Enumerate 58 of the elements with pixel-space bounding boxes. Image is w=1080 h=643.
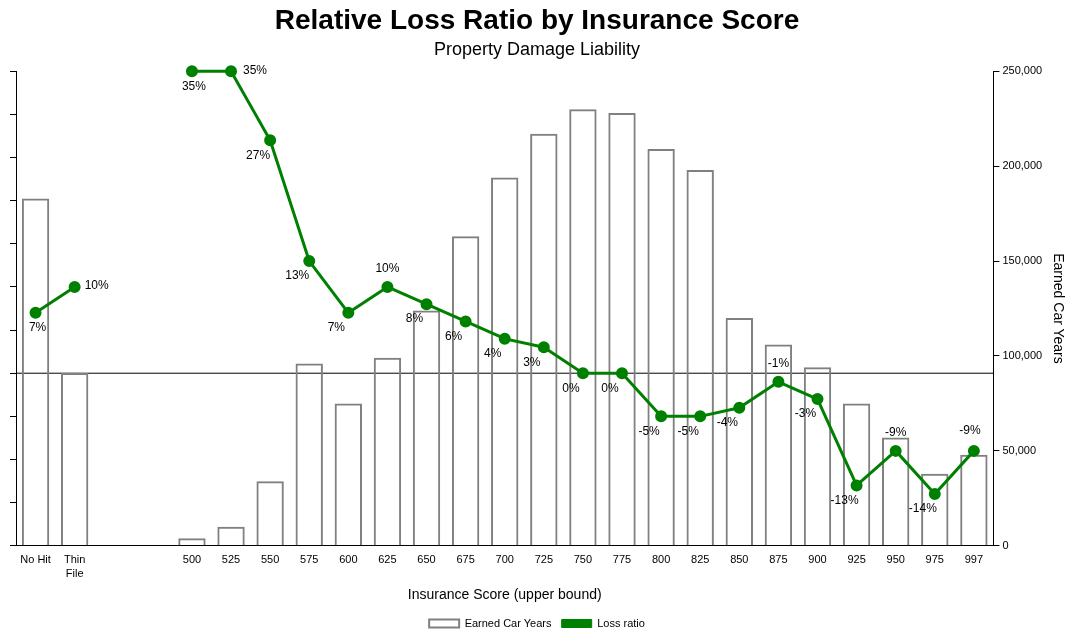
data-label: -5% [677, 423, 700, 438]
x-tick-label: 675 [456, 553, 475, 566]
x-tick-label: 525 [221, 553, 241, 566]
x-tick-label: 550 [260, 553, 280, 566]
y2-tick-label: 150,000 [1002, 254, 1043, 267]
data-label: -1% [767, 356, 790, 371]
data-label: -3% [794, 406, 817, 421]
x-tick-label: 800 [651, 553, 671, 566]
x-tick-label: 650 [417, 553, 436, 566]
x-tick-label: 950 [886, 553, 905, 566]
x-tick-label: 875 [769, 553, 788, 566]
data-label: -9% [885, 425, 907, 440]
y2-tick-label: 50,000 [1002, 443, 1037, 456]
data-label: -5% [638, 423, 661, 438]
x-axis-title: Insurance Score (upper bound) [407, 586, 602, 603]
data-label: -4% [716, 415, 739, 430]
legend-label: Loss ratio [597, 616, 645, 629]
data-label: 6% [444, 328, 463, 343]
x-tick-label: 925 [847, 553, 866, 566]
data-label: 10% [84, 278, 109, 293]
y2-axis-title: Earned Car Years [1050, 253, 1067, 364]
chart-title: Relative Loss Ratio by Insurance Score [274, 3, 800, 35]
x-tick-label: 500 [182, 553, 202, 566]
x-tick-label: 997 [964, 553, 984, 566]
x-tick-label: 775 [612, 553, 632, 566]
y2-tick-label: 250,000 [1002, 64, 1043, 77]
x-tick-label: No Hit [20, 553, 51, 566]
x-tick-label: 975 [925, 553, 944, 566]
x-tick-label: 725 [534, 553, 553, 566]
x-tick-label: 900 [808, 553, 827, 566]
data-label: 4% [484, 346, 502, 361]
x-tick-label: 600 [339, 553, 358, 566]
data-label: 3% [523, 354, 541, 369]
x-tick-label: 625 [378, 553, 397, 566]
data-label: 7% [327, 320, 346, 335]
y2-tick-label: 0 [1002, 538, 1009, 551]
x-tick-label: 850 [730, 553, 749, 566]
data-label: 8% [405, 311, 424, 326]
data-label: 0% [601, 380, 620, 395]
x-tick-label: 700 [495, 553, 514, 566]
y2-tick-label: 100,000 [1002, 348, 1043, 361]
data-label: 13% [285, 268, 310, 283]
data-label: 35% [181, 78, 207, 93]
data-label: -13% [830, 492, 859, 507]
x-tick-label: 750 [573, 553, 593, 566]
data-label: 27% [246, 147, 271, 162]
data-label: -14% [908, 501, 938, 516]
x-tick-label: Thin File [63, 553, 86, 579]
x-tick-label: 825 [691, 553, 710, 566]
legend-label: Earned Car Years [464, 616, 552, 629]
y2-tick-label: 200,000 [1002, 159, 1043, 172]
data-label: 0% [562, 380, 580, 395]
data-label: 7% [28, 320, 47, 335]
x-tick-label: 575 [300, 553, 319, 566]
data-label: 35% [243, 62, 268, 77]
data-label: 10% [375, 261, 400, 276]
chart-subtitle: Property Damage Liability [433, 39, 641, 60]
data-label: -9% [959, 423, 981, 438]
